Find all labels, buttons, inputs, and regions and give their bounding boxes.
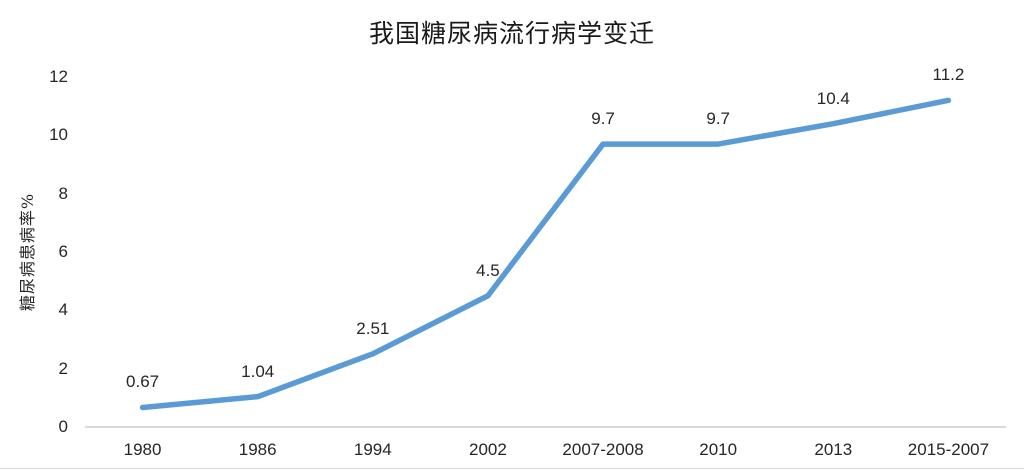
y-tick-label: 2 xyxy=(58,358,68,378)
data-label: 4.5 xyxy=(476,260,500,280)
x-category-label: 2015-2007 xyxy=(907,440,990,459)
data-label: 9.7 xyxy=(706,109,731,129)
y-tick-label: 4 xyxy=(58,300,68,320)
x-category-label: 2010 xyxy=(699,440,738,459)
y-tick-label: 0 xyxy=(58,417,68,436)
x-category-label: 1980 xyxy=(123,440,162,459)
chart-title: 我国糖尿病流行病学变迁 xyxy=(368,19,655,48)
data-label: 10.4 xyxy=(816,88,850,108)
data-label: 11.2 xyxy=(932,65,965,85)
data-label: 0.67 xyxy=(126,372,160,392)
y-tick-label: 6 xyxy=(58,242,68,261)
data-label: 1.04 xyxy=(241,361,275,381)
x-category-label: 1986 xyxy=(238,440,277,459)
y-tick-label: 8 xyxy=(58,183,68,203)
x-category-label: 1994 xyxy=(353,440,392,459)
data-label: 2.51 xyxy=(356,318,390,338)
data-label: 9.7 xyxy=(591,109,615,129)
bottom-divider xyxy=(0,468,1024,469)
y-tick-label: 12 xyxy=(49,67,68,86)
series-line xyxy=(139,97,952,411)
x-category-label: 2002 xyxy=(469,440,507,459)
x-category-label: 2007-2008 xyxy=(562,440,644,459)
x-category-label: 2013 xyxy=(814,440,853,459)
y-tick-label: 10 xyxy=(49,125,68,145)
